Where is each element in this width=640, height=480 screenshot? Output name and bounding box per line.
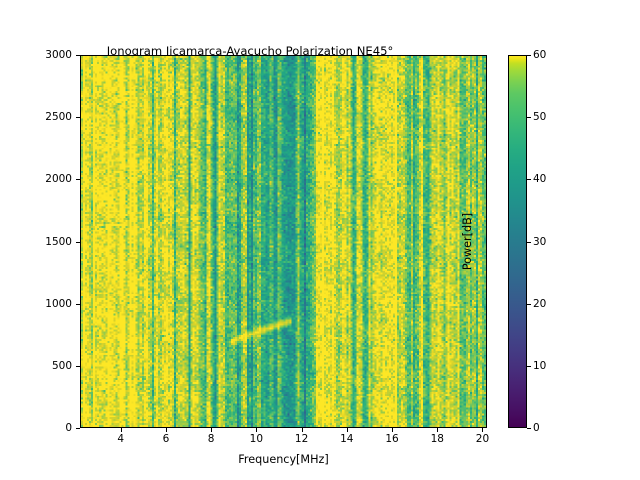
colorbar-tick-mark (527, 365, 531, 367)
x-tick-label: 8 (207, 433, 215, 445)
x-tick-label: 20 (475, 433, 490, 445)
colorbar[interactable] (508, 55, 527, 428)
y-tick-label: 2500 (45, 111, 72, 124)
y-tick-mark (76, 179, 80, 181)
x-tick-label: 10 (249, 433, 264, 445)
colorbar-tick-label: 50 (533, 111, 547, 124)
chart-title: Ionogram Jicamarca-Ayacucho Polarization… (0, 14, 500, 134)
x-tick-label: 6 (162, 433, 170, 445)
x-tick-mark (301, 428, 303, 432)
colorbar-tick-mark (527, 428, 531, 429)
x-tick-mark (392, 428, 394, 432)
x-tick-mark (437, 428, 439, 432)
x-tick-label: 18 (430, 433, 444, 445)
colorbar-tick-label: 40 (533, 173, 547, 186)
x-axis-label: Frequency[MHz] (238, 453, 329, 466)
colorbar-tick-label: 30 (533, 235, 547, 248)
y-tick-label: 500 (51, 359, 72, 372)
y-tick-label: 3000 (45, 49, 72, 61)
x-tick-mark (256, 428, 258, 432)
x-tick-label: 14 (340, 433, 354, 445)
y-tick-mark (76, 241, 80, 243)
colorbar-tick-mark (527, 117, 531, 119)
x-tick-label: 12 (294, 433, 309, 445)
colorbar-tick-label: 20 (533, 297, 547, 310)
x-tick-label: 4 (117, 433, 125, 445)
colorbar-tick-mark (527, 179, 531, 181)
y-tick-label: 2000 (45, 173, 72, 186)
y-tick-mark (76, 55, 80, 56)
y-tick-mark (76, 303, 80, 305)
plot-area[interactable] (80, 55, 487, 428)
colorbar-tick-label: 60 (533, 49, 547, 61)
colorbar-tick-mark (527, 241, 531, 243)
x-tick-mark (165, 428, 167, 432)
y-tick-label: 1000 (45, 297, 72, 310)
x-tick-mark (346, 428, 348, 432)
x-tick-mark (120, 428, 122, 432)
y-tick-mark (76, 365, 80, 367)
y-tick-label: 0 (65, 422, 72, 434)
colorbar-label-text: Power[dB] (461, 212, 474, 271)
colorbar-tick-mark (527, 55, 531, 56)
y-tick-label: 1500 (45, 235, 72, 248)
x-tick-mark (211, 428, 213, 432)
x-tick-label: 16 (385, 433, 399, 445)
colorbar-tick-label: 0 (533, 422, 540, 434)
colorbar-tick-mark (527, 303, 531, 305)
y-tick-mark (76, 117, 80, 119)
y-tick-mark (76, 428, 80, 429)
chart-title-line1: Ionogram Jicamarca-Ayacucho Polarization… (106, 44, 394, 58)
colorbar-label: Power[dB] (460, 55, 476, 428)
colorbar-tick-label: 10 (533, 359, 547, 372)
ionogram-heatmap (81, 56, 486, 427)
x-tick-mark (482, 428, 484, 432)
